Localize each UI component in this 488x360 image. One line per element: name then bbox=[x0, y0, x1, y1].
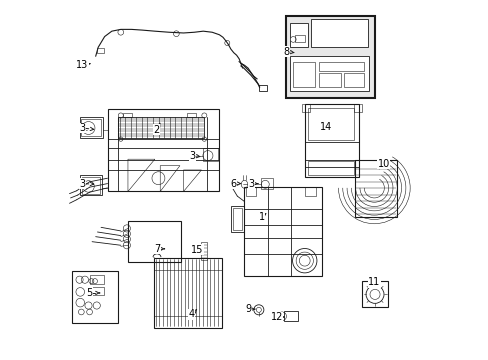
Bar bbox=[292, 62, 314, 87]
Bar bbox=[89, 275, 104, 284]
Bar bbox=[244, 187, 321, 276]
Bar bbox=[305, 187, 315, 196]
Bar bbox=[319, 73, 341, 87]
Text: 11: 11 bbox=[367, 277, 380, 287]
Text: 6: 6 bbox=[229, 179, 236, 189]
Text: 3: 3 bbox=[189, 150, 195, 161]
Bar bbox=[80, 117, 102, 138]
Text: 10: 10 bbox=[377, 159, 389, 169]
Bar bbox=[304, 104, 358, 177]
Bar bbox=[72, 271, 117, 323]
Bar bbox=[118, 117, 204, 138]
Text: 12: 12 bbox=[270, 312, 283, 322]
Text: 14: 14 bbox=[320, 122, 332, 132]
Bar bbox=[308, 108, 353, 140]
Bar bbox=[81, 119, 101, 136]
Bar bbox=[290, 56, 368, 91]
Bar bbox=[260, 178, 273, 189]
Bar bbox=[290, 23, 308, 47]
Bar bbox=[97, 48, 104, 53]
Bar bbox=[285, 16, 375, 98]
Bar bbox=[128, 221, 181, 262]
Bar bbox=[284, 311, 297, 320]
Bar bbox=[362, 282, 387, 307]
Text: 7: 7 bbox=[154, 244, 161, 254]
Bar bbox=[86, 287, 104, 295]
Text: 1: 1 bbox=[258, 212, 264, 221]
Bar bbox=[245, 187, 255, 196]
Bar bbox=[123, 113, 132, 117]
Text: 15: 15 bbox=[191, 245, 203, 255]
Bar bbox=[187, 113, 196, 117]
Text: 2: 2 bbox=[153, 125, 160, 135]
Text: 4: 4 bbox=[188, 310, 194, 319]
Bar bbox=[107, 109, 218, 192]
Text: 9: 9 bbox=[244, 304, 251, 314]
Text: 3: 3 bbox=[79, 179, 85, 189]
Bar bbox=[203, 148, 218, 161]
Text: 8: 8 bbox=[283, 46, 289, 57]
Bar bbox=[201, 242, 207, 260]
Text: 3: 3 bbox=[79, 123, 85, 133]
Bar bbox=[258, 85, 266, 91]
Text: 5: 5 bbox=[86, 288, 93, 298]
Bar bbox=[354, 160, 396, 217]
Bar bbox=[344, 73, 363, 87]
Bar bbox=[154, 258, 221, 328]
Bar bbox=[308, 161, 353, 175]
Bar bbox=[353, 104, 361, 112]
Bar bbox=[82, 177, 100, 194]
Text: 3: 3 bbox=[248, 179, 254, 189]
Bar bbox=[301, 104, 309, 112]
Bar bbox=[310, 19, 367, 47]
Bar bbox=[233, 208, 242, 230]
Bar bbox=[80, 175, 102, 195]
Bar bbox=[230, 206, 244, 232]
Text: 13: 13 bbox=[76, 60, 88, 70]
Circle shape bbox=[290, 37, 296, 42]
Bar bbox=[319, 62, 363, 71]
Bar bbox=[294, 36, 305, 42]
